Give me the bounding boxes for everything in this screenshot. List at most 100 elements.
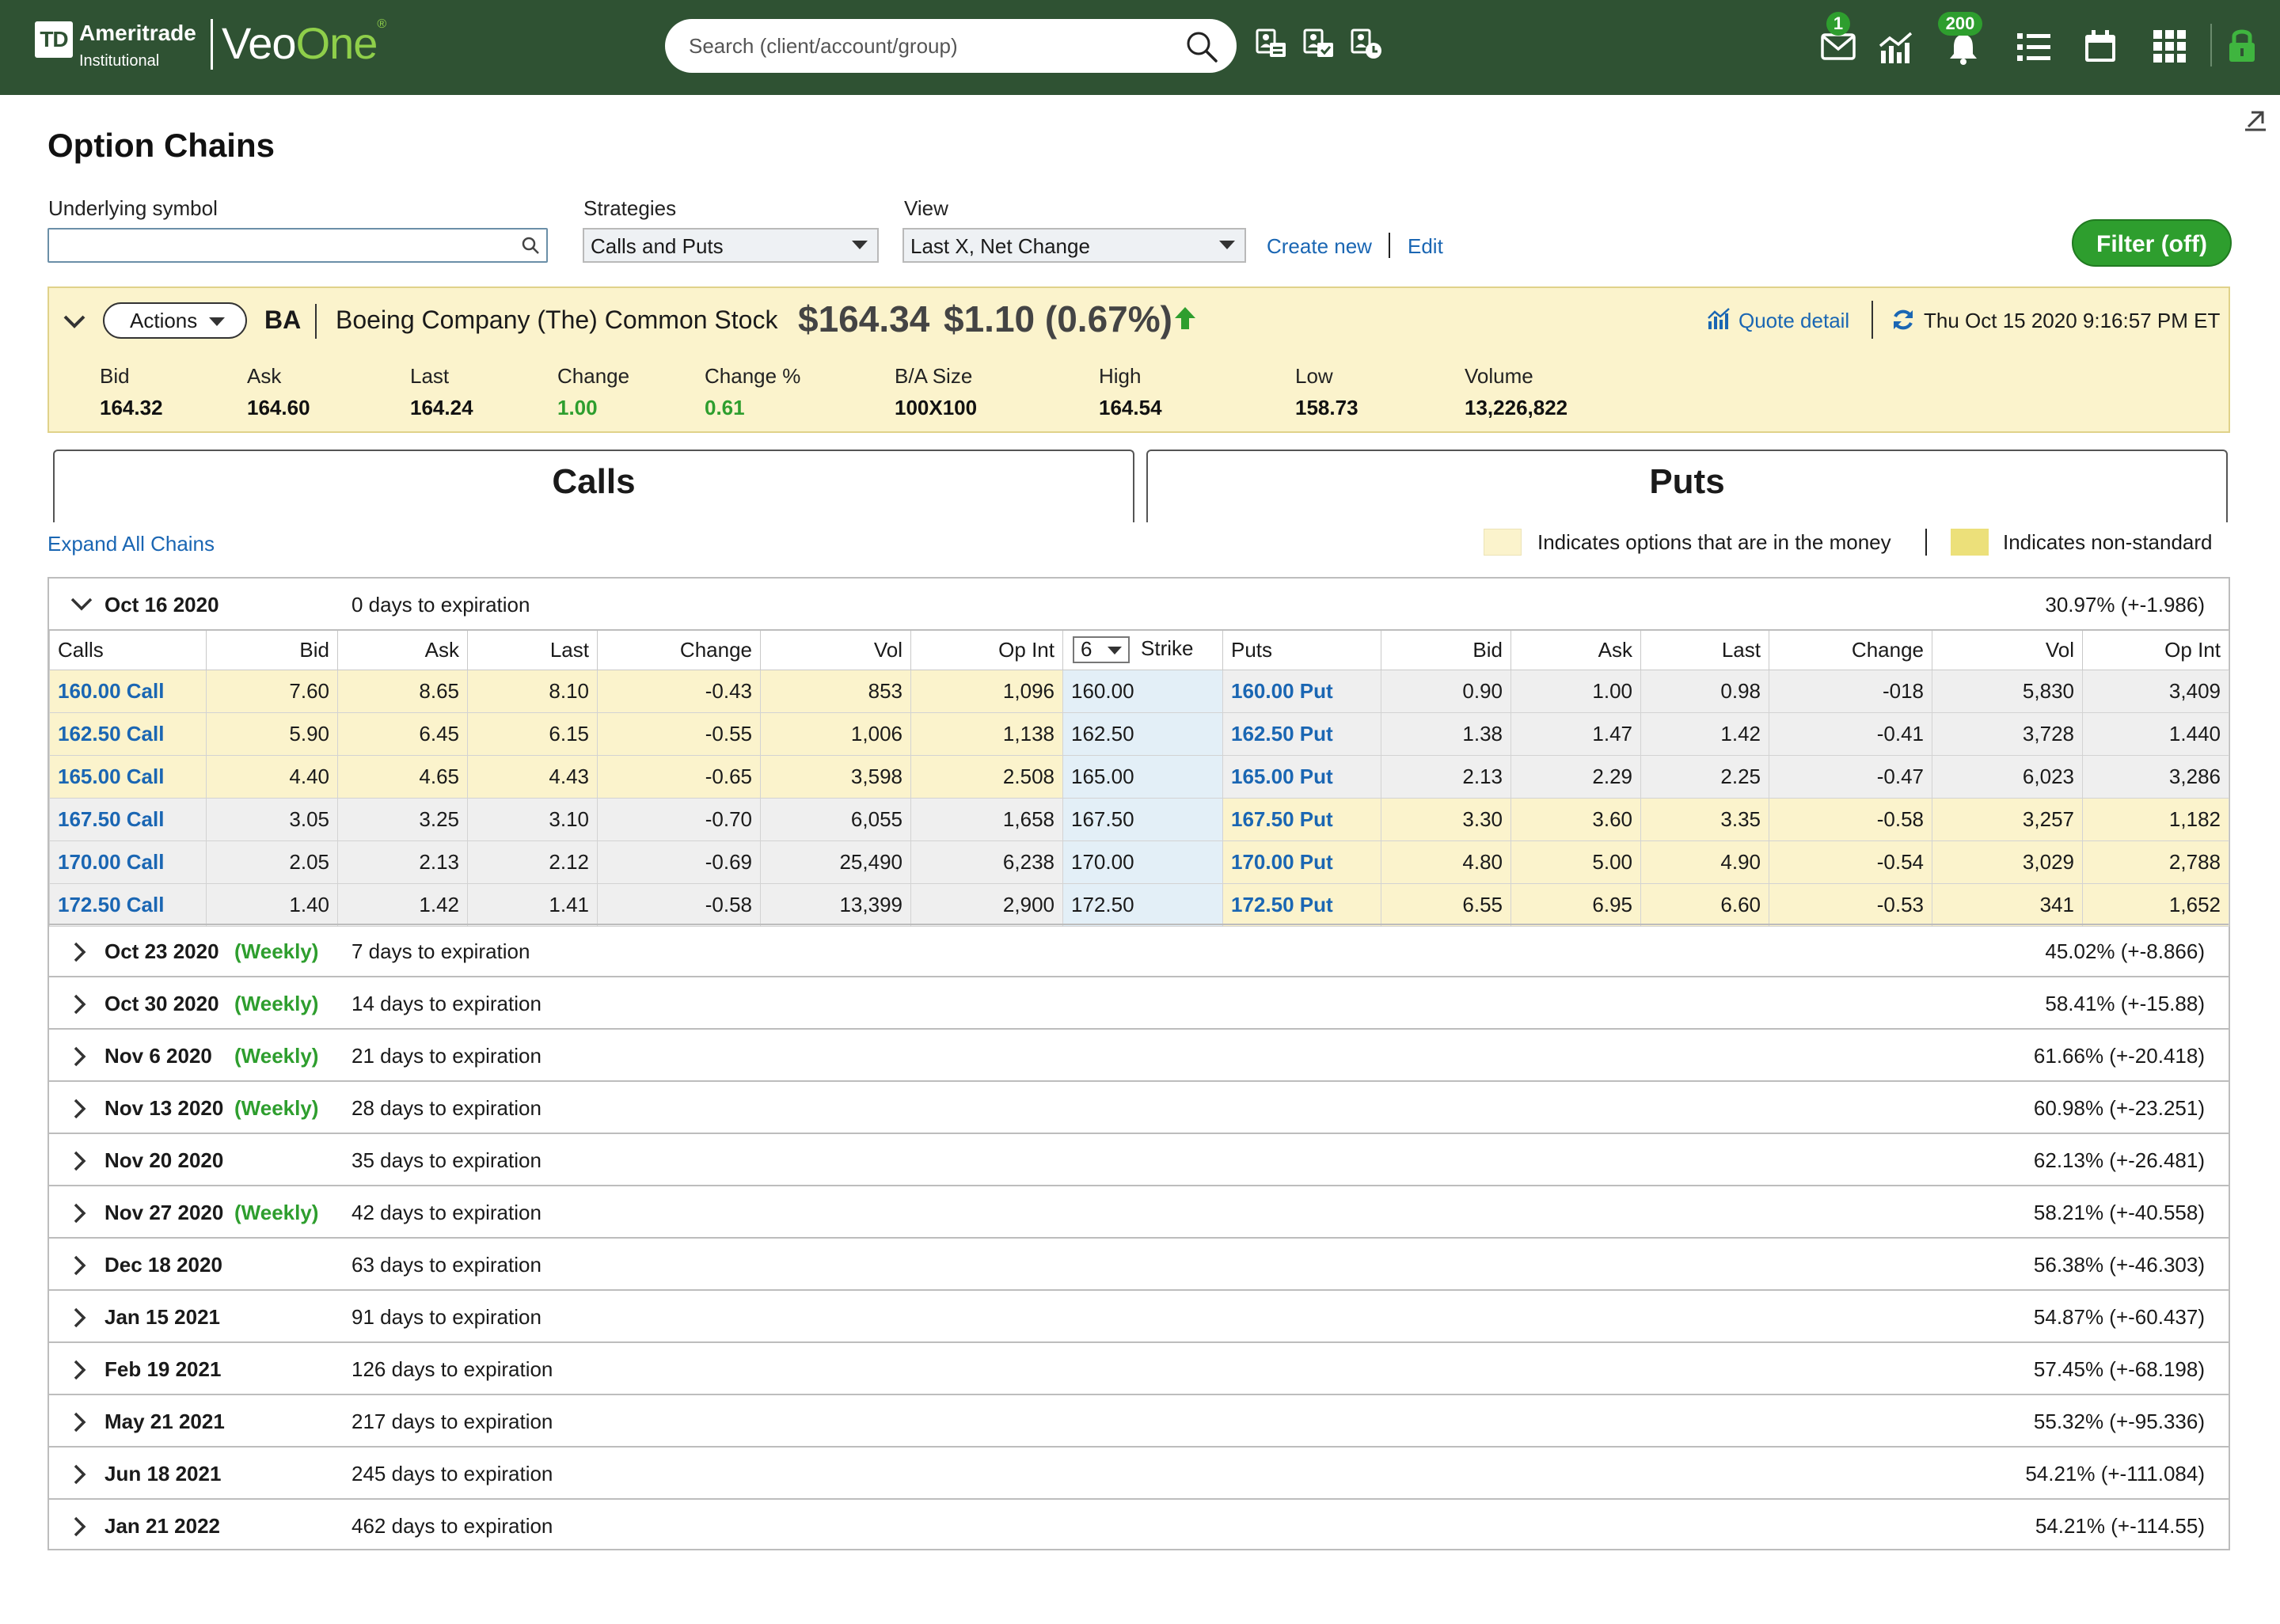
chevron-right-icon[interactable] [71, 1411, 87, 1433]
expiration-header[interactable]: Oct 16 2020 0 days to expiration 30.97% … [49, 579, 2229, 629]
table-row[interactable]: 170.00 Call 2.05 2.13 2.12 -0.69 25,490 … [49, 840, 2229, 884]
expiration-row[interactable]: Dec 18 2020 63 days to expiration 56.38%… [49, 1237, 2229, 1289]
chevron-right-icon[interactable] [71, 1254, 87, 1277]
put-change: -0.47 [1769, 754, 1932, 799]
table-row[interactable]: 160.00 Call 7.60 8.65 8.10 -0.43 853 1,0… [49, 669, 2229, 713]
implied-volatility: 30.97% (+-1.986) [2045, 593, 2205, 617]
put-option-link[interactable]: 160.00 Put [1222, 669, 1381, 713]
strategies-select[interactable]: Calls and Puts [583, 228, 879, 263]
call-option-link[interactable]: 170.00 Call [49, 840, 207, 884]
expiration-row[interactable]: May 21 2021 217 days to expiration 55.32… [49, 1394, 2229, 1446]
chevron-right-icon[interactable] [71, 1359, 87, 1381]
expiration-row[interactable]: Jan 15 2021 91 days to expiration 54.87%… [49, 1289, 2229, 1341]
chevron-right-icon[interactable] [71, 1202, 87, 1224]
expiration-row[interactable]: Nov 6 2020 (Weekly) 21 days to expiratio… [49, 1028, 2229, 1080]
lock-icon[interactable] [2228, 25, 2256, 63]
expiration-row[interactable]: Oct 30 2020 (Weekly) 14 days to expirati… [49, 976, 2229, 1028]
edit-link[interactable]: Edit [1408, 234, 1443, 258]
table-row[interactable]: 167.50 Call 3.05 3.25 3.10 -0.70 6,055 1… [49, 797, 2229, 841]
chart-icon[interactable] [1707, 307, 1731, 331]
expiration-date: May 21 2021 [104, 1410, 225, 1433]
chevron-right-icon[interactable] [71, 993, 87, 1015]
search-icon[interactable] [521, 236, 540, 255]
strike-price: 172.50 [1062, 882, 1223, 927]
table-row[interactable]: 162.50 Call 5.90 6.45 6.15 -0.55 1,006 1… [49, 711, 2229, 756]
table-row[interactable]: 165.00 Call 4.40 4.65 4.43 -0.65 3,598 2… [49, 754, 2229, 799]
popout-icon[interactable] [2244, 108, 2267, 131]
search-icon[interactable] [1184, 29, 1219, 64]
expiration-row[interactable]: Nov 27 2020 (Weekly) 42 days to expirati… [49, 1185, 2229, 1237]
put-option-link[interactable]: 167.50 Put [1222, 797, 1381, 841]
stat-value-volume: 13,226,822 [1465, 396, 1568, 419]
expiration-row[interactable]: Jun 18 2021 245 days to expiration 54.21… [49, 1446, 2229, 1498]
underlying-symbol-input[interactable] [55, 234, 499, 258]
apps-icon[interactable] [2153, 30, 2187, 63]
chevron-down-icon[interactable] [70, 594, 93, 613]
col-call-bid: Bid [206, 629, 338, 670]
call-last: 1.41 [467, 882, 598, 927]
create-new-link[interactable]: Create new [1267, 234, 1372, 258]
call-option-link[interactable]: 162.50 Call [49, 711, 207, 756]
calendar-icon[interactable] [2084, 28, 2117, 63]
filter-button[interactable]: Filter (off) [2072, 219, 2232, 267]
put-bid: 0.90 [1381, 669, 1511, 713]
list-icon[interactable] [2017, 32, 2050, 63]
chevron-right-icon[interactable] [71, 1463, 87, 1486]
expiration-row[interactable]: Nov 13 2020 (Weekly) 28 days to expirati… [49, 1080, 2229, 1133]
call-bid: 3.05 [206, 797, 338, 841]
strike-count-select[interactable]: 6 [1073, 636, 1130, 664]
bell-icon[interactable] [1948, 32, 1979, 65]
col-put-change: Change [1769, 629, 1932, 670]
call-option-link[interactable]: 172.50 Call [49, 882, 207, 927]
tab-calls[interactable]: Calls [53, 450, 1134, 522]
actions-button[interactable]: Actions [103, 302, 247, 339]
expiration-row[interactable]: Oct 23 2020 (Weekly) 7 days to expiratio… [49, 924, 2229, 976]
quote-divider-2 [1872, 301, 1873, 339]
account-icon[interactable] [1303, 27, 1335, 60]
mail-icon[interactable] [1821, 32, 1856, 62]
view-select[interactable]: Last X, Net Change [902, 228, 1246, 263]
chevron-right-icon[interactable] [71, 1516, 87, 1538]
col-put-bid: Bid [1381, 629, 1511, 670]
group-icon[interactable] [1351, 27, 1382, 60]
veoone-logo[interactable]: VeoOne® [222, 17, 386, 69]
put-option-link[interactable]: 172.50 Put [1222, 882, 1381, 927]
put-option-link[interactable]: 165.00 Put [1222, 754, 1381, 799]
chevron-down-icon[interactable] [62, 309, 87, 334]
expiration-row[interactable]: Feb 19 2021 126 days to expiration 57.45… [49, 1341, 2229, 1394]
global-search-input[interactable] [689, 28, 1164, 63]
expiration-row[interactable]: Jan 21 2022 462 days to expiration 54.21… [49, 1498, 2229, 1550]
call-option-link[interactable]: 167.50 Call [49, 797, 207, 841]
chevron-right-icon[interactable] [71, 941, 87, 963]
call-vol: 853 [760, 669, 911, 713]
expiration-row[interactable]: Nov 20 2020 35 days to expiration 62.13%… [49, 1133, 2229, 1185]
call-change: -0.70 [597, 797, 761, 841]
chevron-right-icon[interactable] [71, 1150, 87, 1172]
col-call-opint: Op Int [910, 629, 1063, 670]
call-opint: 2.508 [910, 754, 1063, 799]
client-icon[interactable] [1256, 27, 1287, 60]
days-to-expiration: 14 days to expiration [352, 992, 542, 1015]
chevron-right-icon[interactable] [71, 1307, 87, 1329]
chevron-right-icon[interactable] [71, 1045, 87, 1068]
put-last: 6.60 [1640, 882, 1769, 927]
put-opint: 2,788 [2082, 840, 2229, 884]
implied-volatility: 58.41% (+-15.88) [2045, 992, 2205, 1015]
call-change: -0.69 [597, 840, 761, 884]
call-option-link[interactable]: 165.00 Call [49, 754, 207, 799]
table-row[interactable]: 172.50 Call 1.40 1.42 1.41 -0.58 13,399 … [49, 882, 2229, 927]
strike-count-value: 6 [1081, 637, 1092, 662]
call-vol: 13,399 [760, 882, 911, 927]
strategies-label: Strategies [583, 196, 677, 220]
put-option-link[interactable]: 170.00 Put [1222, 840, 1381, 884]
call-option-link[interactable]: 160.00 Call [49, 669, 207, 713]
global-search[interactable] [665, 19, 1237, 73]
quote-detail-link[interactable]: Quote detail [1738, 309, 1850, 332]
refresh-icon[interactable] [1890, 307, 1916, 332]
expand-all-chains-link[interactable]: Expand All Chains [48, 532, 215, 556]
chevron-right-icon[interactable] [71, 1098, 87, 1120]
underlying-symbol-field[interactable] [48, 228, 548, 263]
tab-puts[interactable]: Puts [1146, 450, 2228, 522]
put-option-link[interactable]: 162.50 Put [1222, 711, 1381, 756]
chart-icon[interactable] [1878, 30, 1914, 65]
